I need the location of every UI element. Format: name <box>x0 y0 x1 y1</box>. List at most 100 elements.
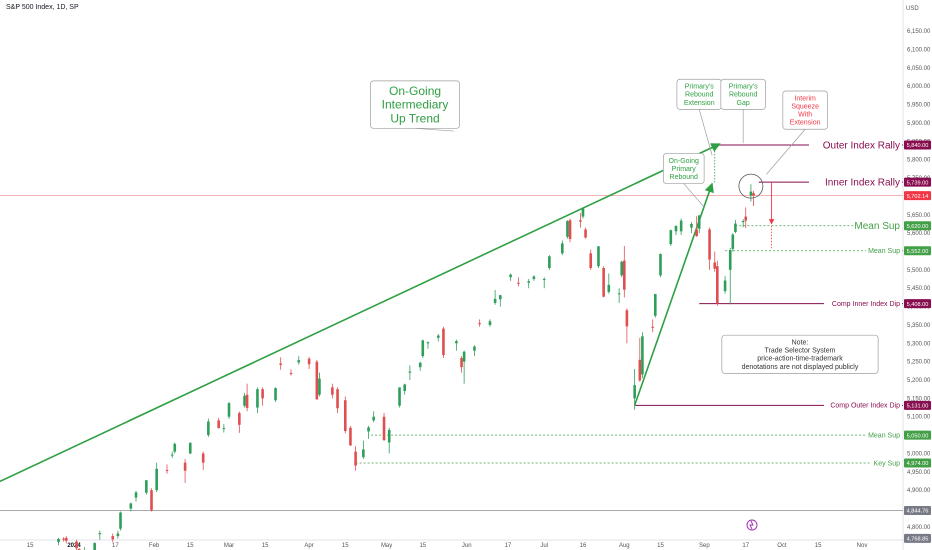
candle-body <box>145 480 148 493</box>
candle-body <box>289 373 293 375</box>
callout-text: On-Going <box>669 158 699 165</box>
candle-body <box>227 403 231 417</box>
x-tick-label: Mar <box>224 543 234 549</box>
x-tick-label: 15 <box>815 543 822 549</box>
y-tick-label: 5,300.00 <box>907 341 931 347</box>
candle-body <box>116 533 120 537</box>
level-label-bg <box>869 458 902 468</box>
candle-body <box>426 342 430 344</box>
candle-body <box>245 394 249 408</box>
callout-text: Extension <box>684 100 715 107</box>
y-tick-label: 6,100.00 <box>907 48 931 54</box>
candle-body <box>77 548 81 550</box>
price-tag <box>904 191 931 201</box>
candle-body <box>243 395 246 406</box>
candle-body <box>367 427 370 432</box>
x-tick-label: Aug <box>619 543 630 549</box>
candle-body <box>421 340 425 357</box>
x-tick-label: 15 <box>657 543 664 549</box>
candle-body <box>201 453 205 463</box>
level-label: Mean Sup <box>868 248 900 255</box>
candle-body <box>455 341 458 344</box>
candle-body <box>579 220 582 222</box>
candle-body <box>274 388 277 401</box>
level-label: Inner Index Rally <box>825 177 900 188</box>
candle-body <box>111 536 115 540</box>
price-tag-label: 4,844.76 <box>907 509 929 515</box>
candle-body <box>623 260 626 290</box>
callout-text: price-action-time-trademark <box>757 356 843 363</box>
x-tick-label: Oct <box>777 543 787 549</box>
lightning-icon <box>749 520 754 530</box>
candle-body <box>697 215 701 229</box>
candle-body <box>307 358 311 365</box>
x-tick-label: 15 <box>342 543 349 549</box>
price-tag-label: 5,552.00 <box>907 249 929 255</box>
candle-body <box>625 310 629 327</box>
candle-body <box>509 274 512 278</box>
x-tick-label: Sep <box>699 543 710 549</box>
y-tick-label: 5,950.00 <box>907 103 931 109</box>
y-tick-label: 6,050.00 <box>907 66 931 72</box>
y-tick-label: 5,650.00 <box>907 213 931 219</box>
y-tick-label: 4,800.00 <box>907 525 931 531</box>
candle-body <box>75 541 78 549</box>
callout-text: Up Trend <box>390 112 439 126</box>
level-label-bg <box>854 219 902 232</box>
callout-box <box>721 334 879 374</box>
candle-body <box>708 229 711 260</box>
candle-body <box>165 469 169 471</box>
candle-body <box>620 261 624 276</box>
x-tick-label: 15 <box>419 543 426 549</box>
candle-body <box>98 533 102 535</box>
x-tick-label: 17 <box>112 543 119 549</box>
candle-body <box>403 384 407 392</box>
candle-body <box>261 389 264 399</box>
level-label: Outer Index Rally <box>823 140 900 151</box>
candle-body <box>382 416 386 441</box>
candle-body <box>654 294 657 316</box>
callout-text: Extension <box>790 120 821 127</box>
candle-body <box>568 220 572 240</box>
candle-body <box>436 335 440 338</box>
price-tag-label: 5,408.00 <box>907 302 929 308</box>
candle-body <box>173 443 177 452</box>
candle-body <box>331 387 334 395</box>
candle-body <box>584 229 587 238</box>
candle-body <box>170 454 174 456</box>
candle-body <box>372 416 375 421</box>
candle-body <box>716 266 719 304</box>
callout-tail <box>698 109 713 156</box>
candle-body <box>602 268 605 297</box>
price-tag <box>904 533 931 543</box>
callout-box <box>370 80 460 129</box>
callout-text: Rebound <box>729 92 758 99</box>
candle-body <box>633 385 636 399</box>
candle-body <box>318 378 321 395</box>
candle-body <box>460 357 463 368</box>
candle-body <box>752 193 755 196</box>
price-tag-label: 5,620.00 <box>907 224 929 230</box>
candle-body <box>548 256 551 269</box>
x-tick-label: 15 <box>187 543 194 549</box>
candle-body <box>297 360 301 363</box>
candle-body <box>617 293 621 295</box>
x-tick-label: Feb <box>149 543 160 549</box>
candle-body <box>478 323 481 325</box>
price-tag <box>904 140 931 150</box>
currency-label: USD <box>906 6 919 12</box>
price-tag-label: 4,768.85 <box>907 537 929 543</box>
candle-body <box>398 387 401 406</box>
candle-body <box>183 462 187 471</box>
level-label-bg <box>824 299 902 309</box>
candle-body <box>207 421 210 436</box>
callout-text: Rebound <box>670 174 699 181</box>
price-tag <box>904 221 931 231</box>
y-tick-label: 5,500.00 <box>907 268 931 274</box>
x-tick-label: 17 <box>505 543 512 549</box>
level-label-bg <box>809 139 902 151</box>
callout-text: Intermediary <box>382 98 449 112</box>
